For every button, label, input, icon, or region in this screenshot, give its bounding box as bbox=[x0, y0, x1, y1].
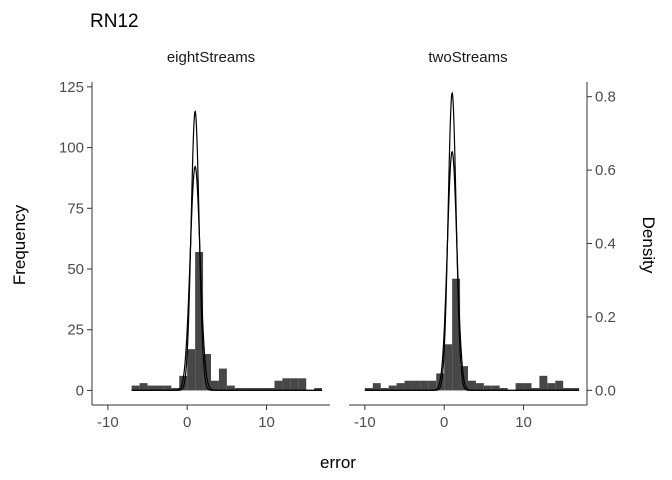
histogram-bar bbox=[468, 380, 476, 391]
histogram-bar bbox=[179, 375, 188, 391]
histogram-bar bbox=[364, 388, 373, 391]
histogram-bar bbox=[163, 385, 172, 391]
histogram-bar bbox=[444, 344, 453, 391]
density-curve bbox=[364, 91, 580, 391]
histogram-bar bbox=[139, 383, 148, 391]
x-tick-label: -10 bbox=[97, 414, 119, 431]
density-curve bbox=[131, 110, 323, 391]
histogram-bar bbox=[266, 388, 275, 391]
histogram-bar bbox=[187, 349, 196, 391]
histogram-bar bbox=[274, 380, 283, 391]
histogram-bar bbox=[428, 380, 437, 391]
histogram-bar bbox=[234, 388, 243, 391]
y-tick-label: 125 bbox=[59, 79, 84, 96]
histogram-bar bbox=[563, 388, 572, 391]
histogram-bar bbox=[250, 388, 259, 391]
histogram-bar bbox=[380, 388, 389, 391]
y-axis-label: Frequency bbox=[10, 204, 29, 285]
histogram-bar bbox=[412, 380, 421, 391]
histogram-bar bbox=[452, 278, 461, 391]
density-curve bbox=[364, 150, 580, 391]
y-tick-label: 0 bbox=[76, 382, 84, 399]
y-right-tick-label: 0.0 bbox=[595, 382, 616, 399]
panel-label-eightStreams: eightStreams bbox=[167, 49, 255, 66]
histogram-bar bbox=[195, 252, 204, 391]
histogram-bar bbox=[131, 385, 140, 391]
histogram-bar bbox=[491, 385, 500, 391]
histogram-bar bbox=[147, 385, 156, 391]
x-tick-label: -10 bbox=[354, 414, 376, 431]
histogram-bar bbox=[282, 378, 291, 391]
y-tick-label: 50 bbox=[67, 261, 84, 278]
x-tick-label: 0 bbox=[440, 414, 448, 431]
x-tick-label: 0 bbox=[183, 414, 191, 431]
histogram-bar bbox=[258, 388, 267, 391]
y-right-tick-label: 0.4 bbox=[595, 236, 616, 253]
y-right-tick-label: 0.2 bbox=[595, 309, 616, 326]
y-tick-label: 75 bbox=[67, 200, 84, 217]
x-axis-label: error bbox=[320, 453, 356, 472]
histogram-bar bbox=[388, 385, 397, 391]
histogram-bar bbox=[571, 388, 580, 391]
histogram-bar bbox=[420, 380, 429, 391]
histogram-bar bbox=[475, 383, 484, 391]
y-right-tick-label: 0.6 bbox=[595, 162, 616, 179]
density-curve bbox=[131, 165, 323, 391]
histogram-bar bbox=[298, 378, 307, 391]
histogram-bar bbox=[555, 380, 564, 391]
histogram-bar bbox=[499, 388, 508, 391]
y-axis-label-right: Density bbox=[639, 217, 658, 274]
histogram-bar bbox=[290, 378, 299, 391]
x-tick-label: 10 bbox=[515, 414, 532, 431]
histogram-bar bbox=[155, 385, 164, 391]
histogram-bar bbox=[242, 388, 251, 391]
histogram-bar bbox=[372, 383, 381, 391]
histogram-bar bbox=[404, 380, 413, 391]
histogram-bar bbox=[226, 385, 235, 391]
chart-title: RN12 bbox=[90, 11, 139, 32]
histogram-bar bbox=[203, 354, 211, 391]
histogram-bar bbox=[483, 385, 492, 391]
histogram-bar bbox=[171, 388, 180, 391]
histogram-bar bbox=[523, 383, 532, 391]
histogram-bar bbox=[211, 380, 219, 391]
panel-label-twoStreams: twoStreams bbox=[428, 49, 507, 66]
histogram-bar bbox=[539, 375, 548, 391]
y-tick-label: 100 bbox=[59, 140, 84, 157]
y-right-tick-label: 0.8 bbox=[595, 89, 616, 106]
x-tick-label: 10 bbox=[258, 414, 275, 431]
y-tick-label: 25 bbox=[67, 322, 84, 339]
histogram-bar bbox=[515, 383, 524, 391]
histogram-bar bbox=[314, 388, 323, 391]
histogram-bar bbox=[396, 383, 405, 391]
histogram-bar bbox=[547, 383, 556, 391]
histogram-bar bbox=[218, 368, 227, 391]
histogram-bar bbox=[531, 388, 540, 391]
